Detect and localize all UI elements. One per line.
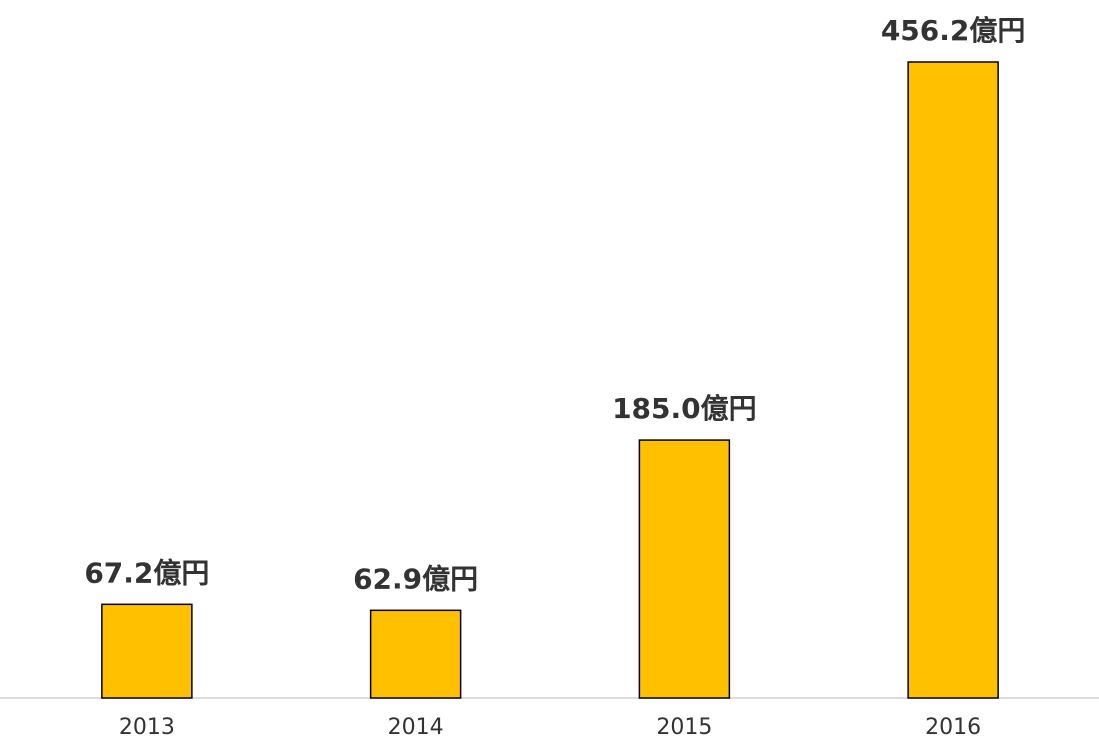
x-tick-label: 2013 [119,715,175,740]
data-label: 185.0億円 [612,392,757,425]
x-tick-label: 2014 [388,715,444,740]
bar [369,609,462,699]
data-label: 67.2億円 [84,556,209,589]
bar [638,439,731,699]
x-tick-label: 2016 [925,715,981,740]
x-tick-label: 2015 [656,715,712,740]
data-label: 456.2億円 [881,14,1026,47]
data-label: 62.9億円 [353,562,478,595]
bar [907,61,999,699]
bar [101,603,193,699]
